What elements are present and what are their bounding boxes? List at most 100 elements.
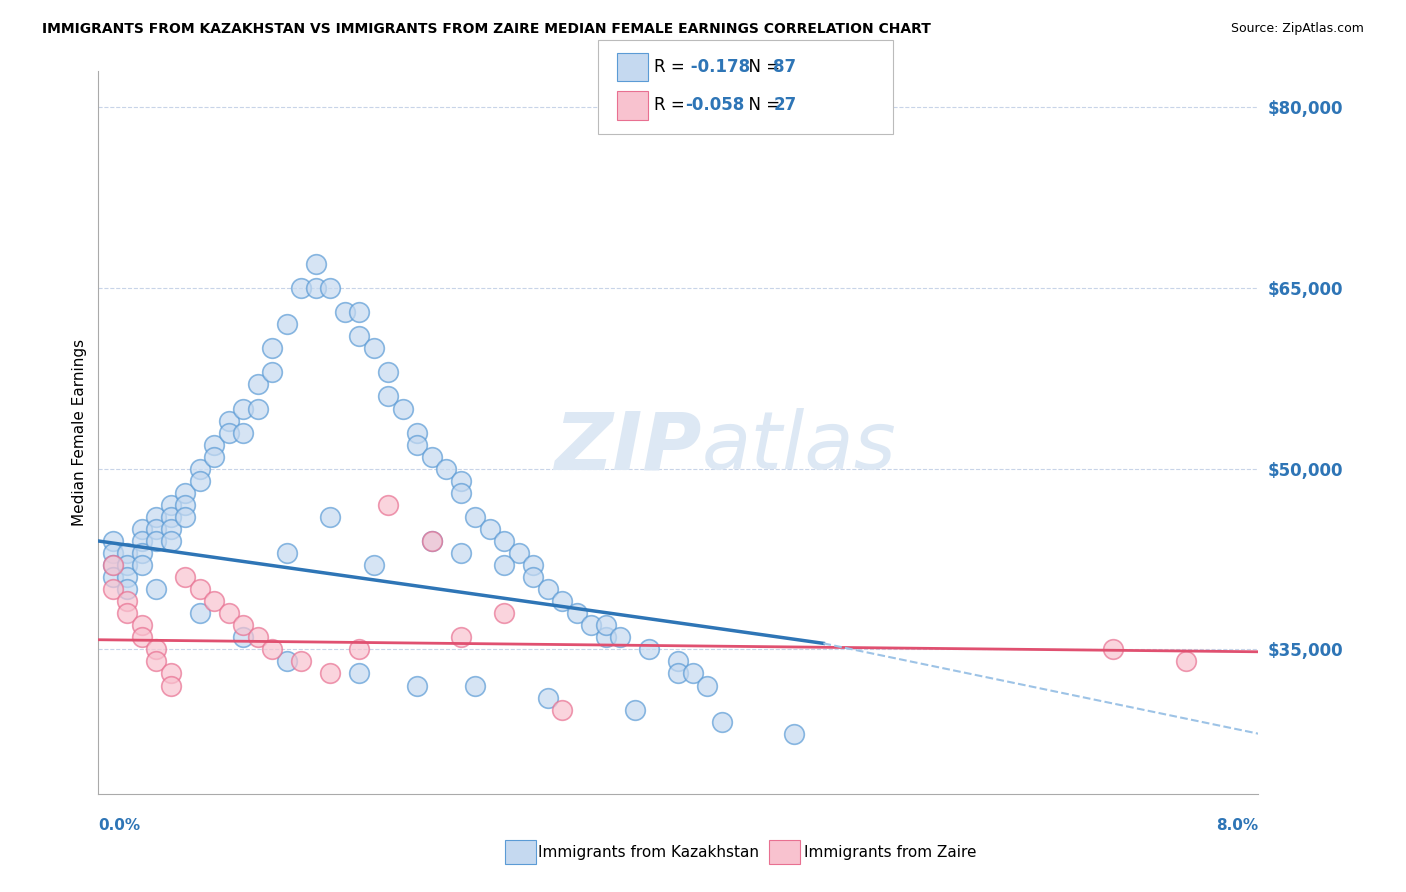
Point [174,570,197,584]
Point [188,607,211,621]
Point [682,666,704,681]
Point [305,257,328,271]
Point [406,425,429,440]
Point [508,546,530,560]
Text: 8.0%: 8.0% [1216,818,1258,832]
Point [377,498,399,512]
Point [101,546,124,560]
Point [145,533,167,548]
Text: -0.178: -0.178 [685,58,749,76]
Point [450,485,472,500]
Point [609,630,631,644]
Point [218,607,240,621]
Point [101,533,124,548]
Point [406,678,429,692]
Point [377,389,399,403]
Point [117,607,139,621]
Point [420,450,443,464]
Text: R =: R = [654,96,690,114]
Point [188,462,211,476]
Point [174,510,197,524]
Point [450,630,472,644]
Point [218,425,240,440]
Point [595,630,617,644]
Point [160,498,183,512]
Text: ZIP: ZIP [554,408,702,486]
Text: 27: 27 [773,96,797,114]
Point [276,546,298,560]
Point [204,437,226,451]
Point [188,582,211,596]
Point [246,377,269,392]
Point [1102,642,1125,657]
Point [218,414,240,428]
Point [319,666,342,681]
Point [262,642,284,657]
Point [783,726,806,740]
Point [537,582,560,596]
Point [710,714,733,729]
Text: IMMIGRANTS FROM KAZAKHSTAN VS IMMIGRANTS FROM ZAIRE MEDIAN FEMALE EARNINGS CORRE: IMMIGRANTS FROM KAZAKHSTAN VS IMMIGRANTS… [42,22,931,37]
Point [117,582,139,596]
Point [319,510,342,524]
Point [1174,655,1197,669]
Point [131,522,153,536]
Point [160,510,183,524]
Point [160,666,183,681]
Point [232,630,254,644]
Point [666,666,689,681]
Point [436,462,458,476]
Point [349,642,371,657]
Text: 0.0%: 0.0% [98,818,141,832]
Point [349,305,371,319]
Point [276,655,298,669]
Point [464,510,486,524]
Point [450,474,472,488]
Point [494,607,516,621]
Point [290,655,312,669]
Point [204,450,226,464]
Text: -0.058: -0.058 [685,96,744,114]
Point [406,437,429,451]
Point [349,666,371,681]
Point [117,594,139,608]
Point [420,533,443,548]
Point [696,678,718,692]
Point [464,678,486,692]
Point [262,366,284,380]
Point [145,582,167,596]
Point [478,522,501,536]
Point [363,342,385,356]
Point [131,546,153,560]
Text: Immigrants from Kazakhstan: Immigrants from Kazakhstan [538,845,759,860]
Text: Immigrants from Zaire: Immigrants from Zaire [804,845,977,860]
Point [494,558,516,573]
Point [420,533,443,548]
Point [117,558,139,573]
Point [101,570,124,584]
Text: N =: N = [738,96,786,114]
Point [131,630,153,644]
Point [305,281,328,295]
Point [117,546,139,560]
Text: atlas: atlas [702,408,897,486]
Point [246,401,269,416]
Text: R =: R = [654,58,690,76]
Point [624,703,647,717]
Point [551,594,574,608]
Point [101,558,124,573]
Point [188,474,211,488]
Point [174,485,197,500]
Point [666,655,689,669]
Point [131,618,153,632]
Point [522,558,544,573]
Y-axis label: Median Female Earnings: Median Female Earnings [72,339,87,526]
Point [145,522,167,536]
Point [551,703,574,717]
Point [101,558,124,573]
Point [232,401,254,416]
Point [494,533,516,548]
Point [565,607,588,621]
Point [204,594,226,608]
Point [638,642,661,657]
